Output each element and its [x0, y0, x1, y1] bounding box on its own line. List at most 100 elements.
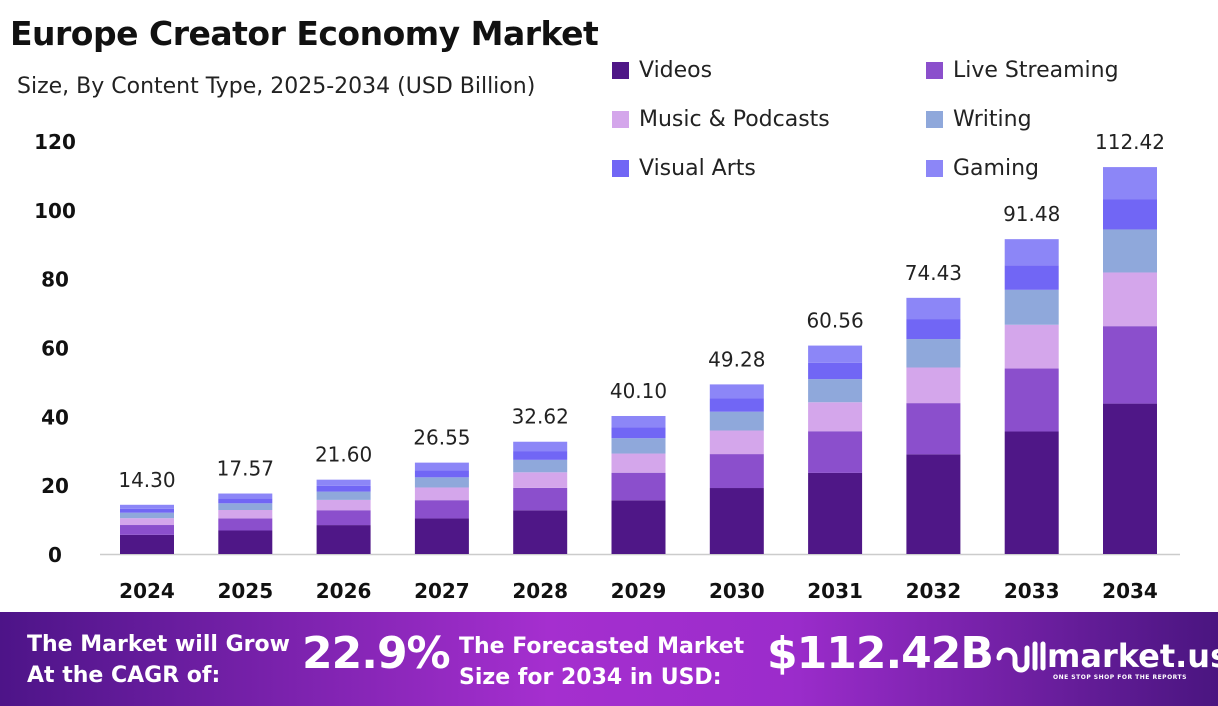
bar-segment-writing-2024 — [120, 512, 174, 519]
cagr-label: The Market will Grow At the CAGR of: — [27, 629, 290, 691]
total-label-2024: 14.30 — [118, 468, 175, 492]
bar-segment-writing-2029 — [611, 438, 666, 454]
bar-segment-live-streaming-2024 — [120, 525, 174, 535]
bar-segment-writing-2028 — [513, 459, 568, 473]
bar-segment-visual-arts-2026 — [316, 485, 371, 492]
x-tick-label: 2031 — [807, 579, 863, 603]
legend-item: Visual Arts — [612, 156, 756, 181]
bar-segment-music-podcasts-2032 — [906, 367, 961, 404]
bar-segment-live-streaming-2032 — [906, 403, 961, 455]
legend-label: Live Streaming — [953, 58, 1119, 83]
logo-tagline: ONE STOP SHOP FOR THE REPORTS — [1053, 674, 1187, 681]
x-tick-label: 2028 — [512, 579, 568, 603]
bar-segment-gaming-2026 — [316, 479, 371, 486]
legend-label: Writing — [953, 107, 1032, 132]
bar-segment-writing-2034 — [1103, 229, 1157, 273]
bar-segment-music-podcasts-2034 — [1103, 272, 1157, 327]
bar-segment-videos-2029 — [611, 500, 666, 554]
bar-segment-music-podcasts-2024 — [120, 518, 174, 526]
bar-segment-videos-2031 — [808, 472, 863, 554]
bar-segment-writing-2031 — [808, 379, 863, 403]
legend-item: Videos — [612, 58, 712, 83]
total-label-2033: 91.48 — [1003, 202, 1060, 226]
total-label-2031: 60.56 — [806, 309, 863, 333]
bar-segment-music-podcasts-2027 — [414, 487, 469, 501]
total-label-2028: 32.62 — [512, 405, 569, 429]
total-label-2026: 21.60 — [315, 443, 372, 467]
bar-segment-music-podcasts-2031 — [808, 402, 863, 432]
bar-segment-visual-arts-2030 — [709, 398, 764, 412]
bar-segment-visual-arts-2024 — [120, 508, 174, 513]
total-label-2032: 74.43 — [905, 261, 962, 285]
y-tick-label: 120 — [34, 130, 76, 154]
bar-segment-live-streaming-2028 — [513, 487, 568, 511]
total-label-2030: 49.28 — [708, 347, 765, 371]
bar-segment-videos-2033 — [1004, 431, 1059, 554]
legend-swatch — [612, 160, 629, 177]
bar-segment-writing-2032 — [906, 339, 961, 368]
bar-segment-visual-arts-2029 — [611, 427, 666, 439]
legend-label: Music & Podcasts — [639, 107, 830, 132]
bar-segment-videos-2024 — [120, 534, 174, 554]
total-label-2027: 26.55 — [413, 426, 470, 450]
forecast-label-line1: The Forecasted Market — [459, 634, 745, 659]
bar-segment-live-streaming-2025 — [218, 518, 273, 531]
x-tick-label: 2026 — [316, 579, 372, 603]
bar-segment-videos-2027 — [414, 518, 469, 554]
bar-segment-music-podcasts-2025 — [218, 510, 273, 519]
total-label-2025: 17.57 — [217, 457, 274, 481]
stacked-bar-chart: 0 20 40 60 80 100 120 14.30 2024 17.57 2025 21.60 20… — [34, 130, 1180, 603]
y-tick-label: 60 — [41, 337, 69, 361]
bar-segment-gaming-2024 — [120, 504, 174, 509]
bar-segment-videos-2034 — [1103, 403, 1157, 554]
bar-segment-visual-arts-2033 — [1004, 265, 1059, 290]
bar-segment-visual-arts-2027 — [414, 470, 469, 478]
legend-swatch — [926, 160, 943, 177]
bar-segment-gaming-2028 — [513, 441, 568, 452]
bar-segment-writing-2027 — [414, 477, 469, 488]
x-tick-label: 2032 — [906, 579, 962, 603]
cagr-label-line1: The Market will Grow — [27, 632, 290, 657]
logo-icon — [996, 641, 1046, 673]
total-label-2034: 112.42 — [1095, 130, 1165, 154]
bar-segment-music-podcasts-2026 — [316, 499, 371, 511]
bar-segment-music-podcasts-2030 — [709, 430, 764, 455]
cagr-label-line2: At the CAGR of: — [27, 663, 221, 688]
market-us-logo: market.us ONE STOP SHOP FOR THE REPORTS — [995, 636, 1218, 681]
forecast-label: The Forecasted Market Size for 2034 in U… — [459, 631, 744, 693]
bar-segment-visual-arts-2028 — [513, 451, 568, 460]
bar-segment-writing-2025 — [218, 503, 273, 511]
legend-label: Gaming — [953, 156, 1039, 181]
bar-segment-visual-arts-2025 — [218, 498, 273, 504]
bar-segment-writing-2033 — [1004, 289, 1059, 325]
bar-segment-live-streaming-2034 — [1103, 326, 1157, 404]
bar-segment-gaming-2025 — [218, 493, 273, 499]
legend-item: Music & Podcasts — [612, 107, 830, 132]
bar-segment-live-streaming-2026 — [316, 510, 371, 526]
bar-segment-live-streaming-2029 — [611, 472, 666, 501]
x-tick-label: 2025 — [217, 579, 273, 603]
x-tick-label: 2024 — [119, 579, 175, 603]
x-tick-label: 2034 — [1102, 579, 1158, 603]
bar-segment-live-streaming-2033 — [1004, 368, 1059, 432]
logo-name: market.us — [1047, 637, 1218, 675]
forecast-label-line2: Size for 2034 in USD: — [459, 665, 722, 690]
bar-segment-gaming-2031 — [808, 345, 863, 363]
bar-segment-live-streaming-2031 — [808, 431, 863, 473]
bar-segment-gaming-2029 — [611, 415, 666, 428]
cagr-value: 22.9% — [302, 628, 451, 679]
bar-segment-music-podcasts-2029 — [611, 453, 666, 473]
bar-segment-videos-2032 — [906, 454, 961, 554]
y-tick-label: 40 — [41, 405, 69, 429]
x-tick-label: 2027 — [414, 579, 470, 603]
x-tick-label: 2033 — [1004, 579, 1060, 603]
legend-item: Gaming — [926, 156, 1039, 181]
bar-segment-gaming-2030 — [709, 384, 764, 399]
x-tick-label: 2030 — [709, 579, 765, 603]
bar-segment-live-streaming-2027 — [414, 500, 469, 519]
bar-segment-music-podcasts-2033 — [1004, 324, 1059, 369]
legend-item: Writing — [926, 107, 1032, 132]
bar-segment-writing-2026 — [316, 491, 371, 500]
y-tick-label: 100 — [34, 199, 76, 223]
x-tick-label: 2029 — [611, 579, 667, 603]
